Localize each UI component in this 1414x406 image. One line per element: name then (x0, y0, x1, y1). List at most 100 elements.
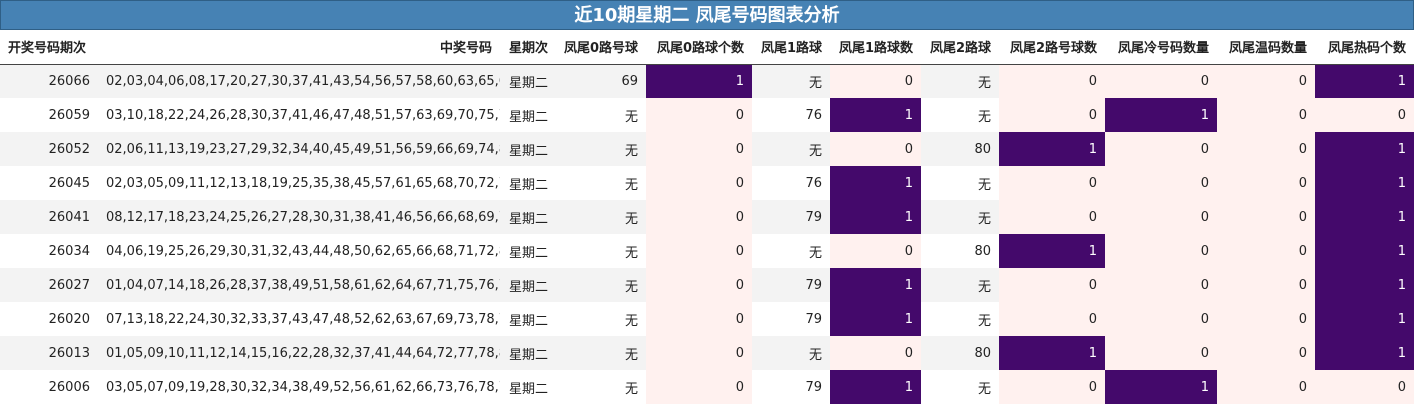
tail1-count-cell: 1 (830, 200, 921, 234)
hot-count-cell: 0 (1315, 98, 1414, 132)
tail2-count-cell: 0 (999, 64, 1105, 98)
tail1-count-cell: 0 (830, 336, 921, 370)
tail1-ball-cell: 79 (752, 200, 830, 234)
tail0-count-cell: 0 (646, 166, 752, 200)
tail0-count-cell: 1 (646, 64, 752, 98)
tail0-ball-cell: 无 (556, 200, 646, 234)
numbers-cell: 01,05,09,10,11,12,14,15,16,22,28,32,37,4… (98, 336, 500, 370)
numbers-cell: 02,06,11,13,19,23,27,29,32,34,40,45,49,5… (98, 132, 500, 166)
tail2-ball-cell: 无 (921, 64, 999, 98)
cold-count-cell: 1 (1105, 98, 1217, 132)
tail2-count-cell: 0 (999, 98, 1105, 132)
numbers-cell: 03,05,07,09,19,28,30,32,34,38,49,52,56,6… (98, 370, 500, 404)
cold-count-cell: 0 (1105, 200, 1217, 234)
weekday-cell: 星期二 (500, 234, 556, 268)
table-row: 26027 01,04,07,14,18,26,28,37,38,49,51,58… (0, 268, 1414, 302)
cold-count-cell: 0 (1105, 336, 1217, 370)
hot-count-cell: 1 (1315, 64, 1414, 98)
tail2-ball-cell: 80 (921, 234, 999, 268)
period-cell: 26013 (0, 336, 98, 370)
tail2-count-cell: 0 (999, 370, 1105, 404)
table-row: 26006 03,05,07,09,19,28,30,32,34,38,49,52… (0, 370, 1414, 404)
table-row: 26052 02,06,11,13,19,23,27,29,32,34,40,45… (0, 132, 1414, 166)
warm-count-cell: 0 (1217, 166, 1315, 200)
numbers-cell: 04,06,19,25,26,29,30,31,32,43,44,48,50,6… (98, 234, 500, 268)
tail0-ball-cell: 无 (556, 268, 646, 302)
tail1-ball-cell: 76 (752, 98, 830, 132)
header-tail1-count: 凤尾1路球数 (830, 30, 921, 65)
tail0-ball-cell: 无 (556, 132, 646, 166)
weekday-cell: 星期二 (500, 302, 556, 336)
warm-count-cell: 0 (1217, 98, 1315, 132)
tail2-count-cell: 0 (999, 200, 1105, 234)
tail0-ball-cell: 无 (556, 370, 646, 404)
cold-count-cell: 0 (1105, 302, 1217, 336)
weekday-cell: 星期二 (500, 64, 556, 98)
weekday-cell: 星期二 (500, 98, 556, 132)
header-warm-count: 凤尾温码数量 (1217, 30, 1315, 65)
warm-count-cell: 0 (1217, 132, 1315, 166)
header-tail2-count: 凤尾2路号球数 (999, 30, 1105, 65)
tail0-count-cell: 0 (646, 98, 752, 132)
tail1-ball-cell: 79 (752, 268, 830, 302)
weekday-cell: 星期二 (500, 200, 556, 234)
weekday-cell: 星期二 (500, 132, 556, 166)
tail1-count-cell: 1 (830, 302, 921, 336)
tail1-ball-cell: 无 (752, 64, 830, 98)
table-header-row: 开奖号码期次 中奖号码 星期次 凤尾0路号球 凤尾0路球个数 凤尾1路球 凤尾1路球数 凤尾2… (0, 30, 1414, 65)
tail2-ball-cell: 80 (921, 336, 999, 370)
tail2-ball-cell: 80 (921, 132, 999, 166)
cold-count-cell: 0 (1105, 132, 1217, 166)
tail2-ball-cell: 无 (921, 98, 999, 132)
cold-count-cell: 0 (1105, 166, 1217, 200)
hot-count-cell: 1 (1315, 302, 1414, 336)
warm-count-cell: 0 (1217, 336, 1315, 370)
hot-count-cell: 1 (1315, 336, 1414, 370)
tail2-count-cell: 0 (999, 302, 1105, 336)
period-cell: 26059 (0, 98, 98, 132)
cold-count-cell: 0 (1105, 234, 1217, 268)
tail1-count-cell: 1 (830, 98, 921, 132)
tail1-ball-cell: 79 (752, 302, 830, 336)
header-period: 开奖号码期次 (0, 30, 98, 65)
warm-count-cell: 0 (1217, 370, 1315, 404)
tail1-count-cell: 1 (830, 370, 921, 404)
tail1-ball-cell: 76 (752, 166, 830, 200)
header-hot-count: 凤尾热码个数 (1315, 30, 1414, 65)
cold-count-cell: 0 (1105, 268, 1217, 302)
tail2-ball-cell: 无 (921, 370, 999, 404)
weekday-cell: 星期二 (500, 336, 556, 370)
tail0-count-cell: 0 (646, 268, 752, 302)
tail0-ball-cell: 69 (556, 64, 646, 98)
cold-count-cell: 1 (1105, 370, 1217, 404)
tail0-ball-cell: 无 (556, 302, 646, 336)
warm-count-cell: 0 (1217, 200, 1315, 234)
tail1-ball-cell: 无 (752, 234, 830, 268)
tail0-count-cell: 0 (646, 132, 752, 166)
numbers-cell: 02,03,05,09,11,12,13,18,19,25,35,38,45,5… (98, 166, 500, 200)
tail2-count-cell: 1 (999, 234, 1105, 268)
header-weekday: 星期次 (500, 30, 556, 65)
results-table: 开奖号码期次 中奖号码 星期次 凤尾0路号球 凤尾0路球个数 凤尾1路球 凤尾1路球数 凤尾2… (0, 30, 1414, 404)
warm-count-cell: 0 (1217, 234, 1315, 268)
tail2-count-cell: 1 (999, 336, 1105, 370)
numbers-cell: 03,10,18,22,24,26,28,30,37,41,46,47,48,5… (98, 98, 500, 132)
page-title: 近10期星期二 凤尾号码图表分析 (0, 0, 1414, 30)
period-cell: 26006 (0, 370, 98, 404)
tail0-count-cell: 0 (646, 302, 752, 336)
header-numbers: 中奖号码 (98, 30, 500, 65)
numbers-cell: 07,13,18,22,24,30,32,33,37,43,47,48,52,6… (98, 302, 500, 336)
header-tail1-ball: 凤尾1路球 (752, 30, 830, 65)
hot-count-cell: 1 (1315, 268, 1414, 302)
tail1-count-cell: 0 (830, 234, 921, 268)
warm-count-cell: 0 (1217, 268, 1315, 302)
weekday-cell: 星期二 (500, 166, 556, 200)
tail0-count-cell: 0 (646, 336, 752, 370)
tail0-ball-cell: 无 (556, 234, 646, 268)
hot-count-cell: 1 (1315, 166, 1414, 200)
header-cold-count: 凤尾冷号码数量 (1105, 30, 1217, 65)
hot-count-cell: 1 (1315, 132, 1414, 166)
cold-count-cell: 0 (1105, 64, 1217, 98)
table-row: 26013 01,05,09,10,11,12,14,15,16,22,28,32… (0, 336, 1414, 370)
